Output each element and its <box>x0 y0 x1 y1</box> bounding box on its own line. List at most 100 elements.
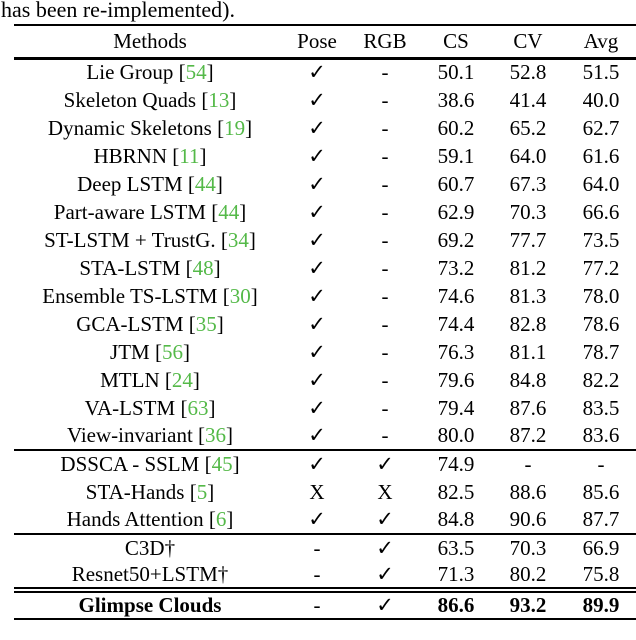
rgb-cell: X <box>377 479 393 504</box>
table-row: C3D† - ✓ 63.5 70.3 66.9 <box>14 534 636 562</box>
table-row: Dynamic Skeletons [19] ✓ - 60.2 65.2 62.… <box>14 114 636 142</box>
cs-cell: 69.2 <box>437 227 475 252</box>
citation-link[interactable]: 30 <box>229 283 251 308</box>
avg-cell: - <box>597 452 605 476</box>
citation-link[interactable]: 45 <box>211 452 233 476</box>
method-name: Lie Group <box>86 60 179 85</box>
citation-bracket-close: ] <box>206 60 214 85</box>
citation-bracket-open: [ <box>180 395 188 420</box>
rgb-cell: - <box>381 171 389 196</box>
citation-link[interactable]: 54 <box>185 60 207 85</box>
method-cell: Deep LSTM [44] <box>14 170 286 198</box>
section-pose-only: Lie Group [54] ✓ - 50.1 52.8 51.5 Skelet… <box>14 58 636 450</box>
citation-link[interactable]: 13 <box>208 87 230 112</box>
citation-link[interactable]: 11 <box>179 143 200 168</box>
citation-link[interactable]: 56 <box>161 339 183 364</box>
table-row: VA-LSTM [63] ✓ - 79.4 87.6 83.5 <box>14 394 636 422</box>
pose-cell: ✓ <box>308 339 326 364</box>
pose-cell: X <box>309 479 325 504</box>
cv-cell: 93.2 <box>509 593 547 617</box>
citation-link[interactable]: 48 <box>192 255 214 280</box>
cs-cell: 84.8 <box>437 507 475 531</box>
rgb-cell: - <box>381 87 389 112</box>
citation-bracket-open: [ <box>187 171 195 196</box>
method-cell: View-invariant [36] <box>14 422 286 450</box>
avg-cell: 83.5 <box>582 395 620 420</box>
cv-cell: 87.2 <box>509 423 547 447</box>
cs-cell: 59.1 <box>437 143 475 168</box>
pose-cell: ✓ <box>308 143 326 168</box>
rgb-cell: - <box>381 367 389 392</box>
cv-cell: 81.3 <box>509 283 547 308</box>
citation-link[interactable]: 36 <box>205 423 227 447</box>
table-row: Resnet50+LSTM† - ✓ 71.3 80.2 75.8 <box>14 562 636 590</box>
citation-bracket-close: ] <box>207 479 215 504</box>
avg-cell: 85.6 <box>582 479 620 504</box>
rgb-cell: ✓ <box>376 507 394 531</box>
avg-cell: 75.8 <box>582 562 620 586</box>
pose-cell: ✓ <box>308 87 326 112</box>
rgb-cell: - <box>381 199 389 224</box>
citation-link[interactable]: 24 <box>171 367 193 392</box>
cv-cell: 64.0 <box>509 143 547 168</box>
table-row: ST-LSTM + TrustG. [34] ✓ - 69.2 77.7 73.… <box>14 226 636 254</box>
avg-cell: 62.7 <box>582 115 620 140</box>
cs-cell: 80.0 <box>437 423 475 447</box>
method-cell: VA-LSTM [63] <box>14 394 286 422</box>
citation-bracket-open: [ <box>220 227 228 252</box>
method-name: Hands Attention <box>66 507 209 531</box>
citation-bracket-open: [ <box>211 199 219 224</box>
table-row: Hands Attention [6] ✓ ✓ 84.8 90.6 87.7 <box>14 506 636 534</box>
cv-cell: 81.2 <box>509 255 547 280</box>
citation-link[interactable]: 44 <box>218 199 240 224</box>
cv-cell: 67.3 <box>509 171 547 196</box>
cs-cell: 38.6 <box>437 87 475 112</box>
pose-cell: - <box>313 593 321 617</box>
avg-cell: 51.5 <box>582 60 620 85</box>
header-cv: CV <box>513 28 543 53</box>
rgb-cell: - <box>381 311 389 336</box>
table-row: Part-aware LSTM [44] ✓ - 62.9 70.3 66.6 <box>14 198 636 226</box>
cv-cell: 65.2 <box>509 115 547 140</box>
method-name: GCA-LSTM <box>76 311 189 336</box>
method-name: C3D† <box>124 536 176 560</box>
method-name: HBRNN <box>93 143 173 168</box>
pose-cell: ✓ <box>308 452 326 476</box>
citation-bracket-close: ] <box>192 367 200 392</box>
citation-link[interactable]: 63 <box>187 395 209 420</box>
citation-link[interactable]: 34 <box>227 227 249 252</box>
citation-link[interactable]: 5 <box>196 479 208 504</box>
pose-cell: ✓ <box>308 367 326 392</box>
cs-cell: 74.6 <box>437 283 475 308</box>
method-name: VA-LSTM <box>84 395 181 420</box>
table-header: Methods Pose RGB CS CV Avg <box>14 25 636 58</box>
pose-cell: ✓ <box>308 115 326 140</box>
citation-link[interactable]: 19 <box>224 115 246 140</box>
section-proposed: Glimpse Clouds - ✓ 86.6 93.2 89.9 <box>14 590 636 619</box>
citation-link[interactable]: 6 <box>215 507 227 531</box>
method-name: STA-LSTM <box>79 255 186 280</box>
header-rgb: RGB <box>363 28 407 53</box>
citation-bracket-open: [ <box>217 115 225 140</box>
cs-cell: 60.2 <box>437 115 475 140</box>
pose-cell: ✓ <box>308 255 326 280</box>
citation-bracket-open: [ <box>189 479 197 504</box>
header-cs: CS <box>443 28 469 53</box>
method-cell: MTLN [24] <box>14 366 286 394</box>
rgb-cell: - <box>381 423 389 447</box>
method-name: Part-aware LSTM <box>53 199 212 224</box>
avg-cell: 87.7 <box>582 507 620 531</box>
method-name: JTM <box>110 339 155 364</box>
cs-cell: 79.6 <box>437 367 475 392</box>
citation-bracket-close: ] <box>245 115 253 140</box>
method-name: Skeleton Quads <box>63 87 202 112</box>
cv-cell: 80.2 <box>509 562 547 586</box>
citation-link[interactable]: 44 <box>194 171 216 196</box>
citation-bracket-open: [ <box>222 283 230 308</box>
pose-cell: ✓ <box>308 423 326 447</box>
header-avg: Avg <box>583 28 619 53</box>
citation-link[interactable]: 35 <box>195 311 217 336</box>
method-name: Deep LSTM <box>77 171 188 196</box>
cs-cell: 63.5 <box>437 536 475 560</box>
cs-cell: 74.4 <box>437 311 475 336</box>
